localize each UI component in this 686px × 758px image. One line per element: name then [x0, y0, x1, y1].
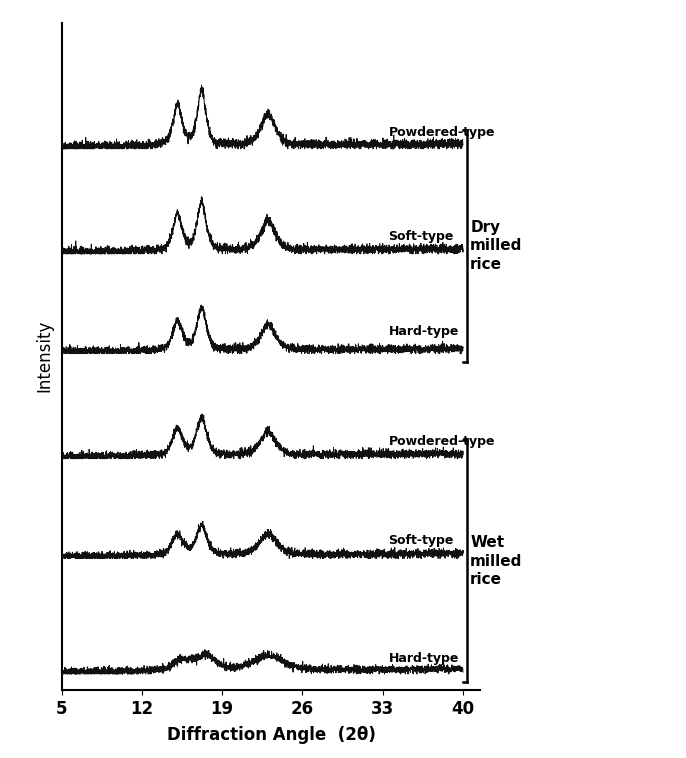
X-axis label: Diffraction Angle  (2θ): Diffraction Angle (2θ): [167, 726, 375, 744]
Text: Soft-type: Soft-type: [388, 230, 454, 243]
Text: Powdered-type: Powdered-type: [388, 435, 495, 448]
Text: Dry
milled
rice: Dry milled rice: [470, 220, 523, 272]
Text: Wet
milled
rice: Wet milled rice: [470, 535, 523, 587]
Text: Hard-type: Hard-type: [388, 652, 459, 665]
Text: Soft-type: Soft-type: [388, 534, 454, 547]
Y-axis label: Intensity: Intensity: [36, 320, 54, 393]
Text: Powdered-type: Powdered-type: [388, 126, 495, 139]
Text: Hard-type: Hard-type: [388, 325, 459, 338]
